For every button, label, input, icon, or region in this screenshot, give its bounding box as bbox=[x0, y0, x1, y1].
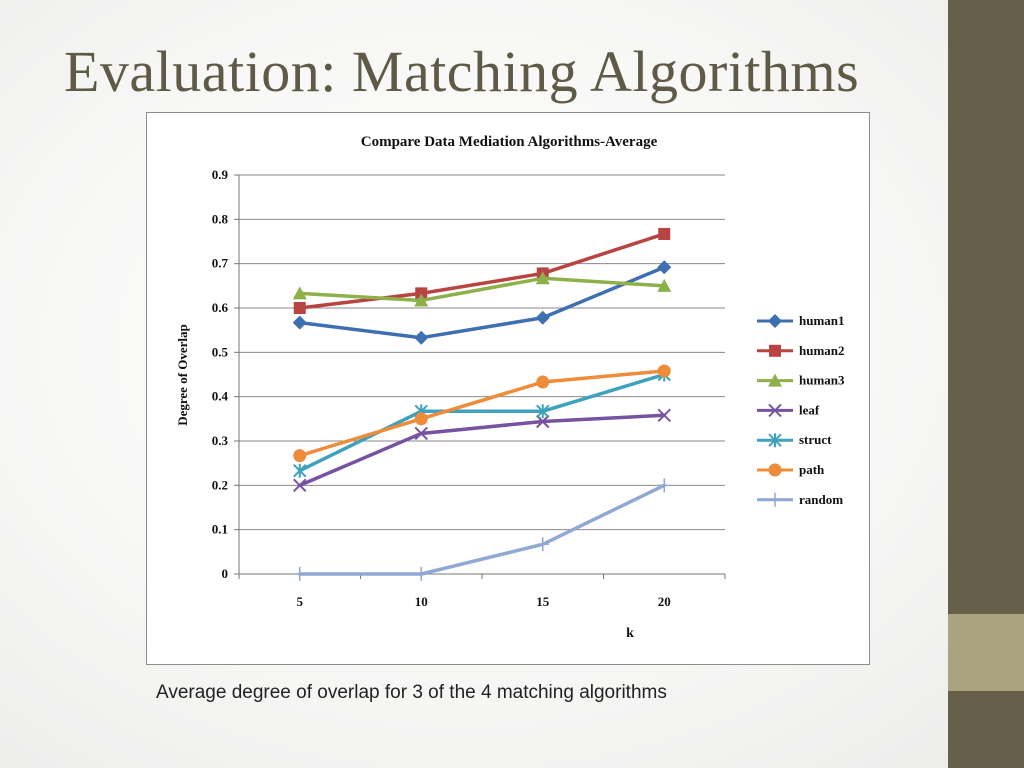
line-chart: Compare Data Mediation Algorithms-Averag… bbox=[175, 134, 845, 641]
x-tick-label: 5 bbox=[297, 594, 304, 609]
series-group bbox=[292, 227, 672, 581]
gridlines bbox=[239, 174, 725, 531]
legend-label: leaf bbox=[799, 402, 820, 417]
y-tick-label: 0 bbox=[222, 566, 229, 581]
series-human2 bbox=[293, 227, 671, 314]
data-point bbox=[293, 449, 307, 463]
y-tick-label: 0.7 bbox=[212, 256, 229, 271]
legend-item: path bbox=[757, 462, 825, 477]
series-human3 bbox=[292, 271, 672, 307]
data-point bbox=[657, 278, 672, 292]
chart-frame: Compare Data Mediation Algorithms-Averag… bbox=[146, 112, 870, 665]
data-point bbox=[536, 404, 550, 419]
x-axis-label: k bbox=[626, 626, 634, 641]
legend-label: human3 bbox=[799, 373, 845, 388]
y-tick-label: 0.6 bbox=[212, 300, 229, 315]
x-tick-label: 20 bbox=[658, 594, 671, 609]
y-tick-label: 0.5 bbox=[212, 344, 229, 359]
data-point bbox=[292, 315, 307, 330]
legend: human1 human2 human3 leaf struct path random bbox=[757, 313, 845, 507]
data-point bbox=[535, 310, 550, 325]
series-line bbox=[298, 369, 666, 458]
data-point bbox=[293, 478, 307, 493]
series-line bbox=[298, 372, 666, 473]
series-human1 bbox=[292, 260, 672, 345]
y-tick-label: 0.4 bbox=[212, 389, 229, 404]
axes: 0 0.1 0.2 0.3 0.4 0.5 0.6 0.7 0.8 0.9 5 10 15 20 bbox=[212, 167, 726, 609]
data-point bbox=[414, 293, 429, 307]
data-point bbox=[657, 364, 671, 378]
data-point bbox=[415, 287, 428, 300]
legend-label: path bbox=[799, 462, 825, 477]
series-line bbox=[298, 276, 666, 303]
y-tick-label: 0.1 bbox=[212, 522, 228, 537]
series-random bbox=[293, 478, 671, 581]
chart-title: Compare Data Mediation Algorithms-Averag… bbox=[361, 134, 658, 150]
data-point bbox=[535, 271, 550, 285]
series-leaf bbox=[293, 408, 671, 493]
data-point bbox=[293, 567, 306, 581]
data-point bbox=[536, 537, 549, 552]
y-axis-label: Degree of Overlap bbox=[175, 324, 190, 426]
legend-marker bbox=[769, 492, 781, 507]
legend-marker bbox=[768, 433, 782, 448]
legend-item: struct bbox=[757, 432, 832, 447]
data-point bbox=[658, 227, 671, 240]
data-point bbox=[293, 302, 306, 314]
legend-label: human1 bbox=[799, 313, 845, 328]
data-point bbox=[292, 286, 307, 300]
data-point bbox=[658, 478, 671, 493]
data-point bbox=[415, 567, 428, 581]
x-tick-label: 10 bbox=[415, 594, 428, 609]
legend-label: struct bbox=[799, 432, 832, 447]
data-point bbox=[657, 260, 672, 275]
legend-item: human1 bbox=[757, 313, 845, 328]
series-path bbox=[293, 364, 671, 463]
data-point bbox=[293, 463, 307, 478]
legend-item: leaf bbox=[757, 402, 820, 417]
legend-item: human3 bbox=[757, 373, 845, 388]
data-point bbox=[536, 375, 550, 389]
slide-caption: Average degree of overlap for 3 of the 4… bbox=[156, 682, 667, 703]
legend-marker bbox=[768, 314, 782, 328]
legend-item: human2 bbox=[757, 343, 845, 358]
legend-label: human2 bbox=[799, 343, 845, 358]
sidebar-accent-block bbox=[948, 614, 1024, 691]
data-point bbox=[657, 408, 671, 422]
legend-marker bbox=[768, 463, 782, 477]
slide-title: Evaluation: Matching Algorithms bbox=[64, 39, 860, 104]
legend-marker bbox=[768, 373, 782, 387]
y-tick-label: 0.8 bbox=[212, 211, 229, 226]
series-line bbox=[298, 265, 666, 340]
y-tick-label: 0.2 bbox=[212, 477, 228, 492]
data-point bbox=[536, 414, 550, 429]
series-line bbox=[298, 413, 666, 488]
series-struct bbox=[293, 367, 671, 478]
y-tick-label: 0.3 bbox=[212, 433, 229, 448]
legend-item: random bbox=[757, 492, 843, 507]
data-point bbox=[414, 330, 429, 345]
data-point bbox=[414, 426, 428, 441]
legend-marker bbox=[768, 403, 782, 418]
x-tick-label: 15 bbox=[536, 594, 550, 609]
series-line bbox=[298, 483, 666, 576]
legend-label: random bbox=[799, 492, 843, 507]
series-line bbox=[298, 232, 666, 310]
legend-marker bbox=[769, 344, 781, 357]
data-point bbox=[414, 412, 428, 426]
y-tick-label: 0.9 bbox=[212, 167, 229, 182]
